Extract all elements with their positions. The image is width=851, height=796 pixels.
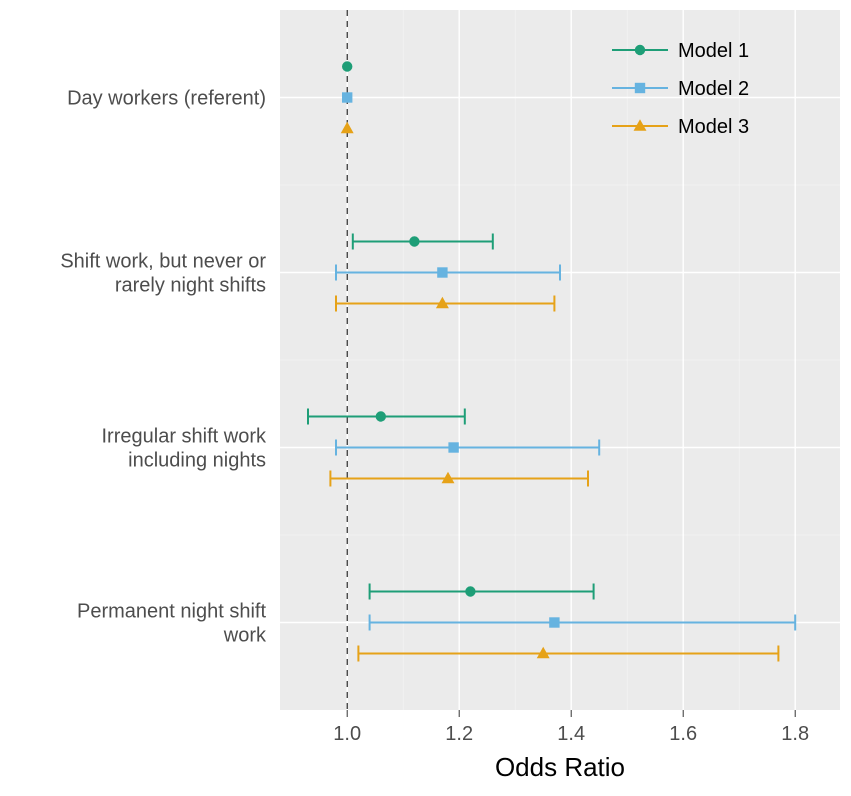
category-label: Permanent night shift — [77, 601, 266, 623]
x-axis-title: Odds Ratio — [495, 752, 625, 782]
x-tick-label: 1.0 — [333, 723, 361, 745]
category-label: rarely night shifts — [115, 275, 266, 297]
category-label: Shift work, but never or — [60, 251, 266, 273]
marker-circle — [376, 411, 386, 421]
marker-square — [549, 617, 559, 627]
x-tick-label: 1.4 — [557, 723, 585, 745]
category-label: Irregular shift work — [102, 426, 267, 448]
category-label: Day workers (referent) — [67, 88, 266, 110]
marker-square — [448, 442, 458, 452]
category-label: including nights — [128, 450, 266, 472]
marker-circle — [635, 45, 645, 55]
legend-label: Model 1 — [678, 40, 749, 62]
x-tick-label: 1.6 — [669, 723, 697, 745]
marker-square — [437, 267, 447, 277]
forest-plot: 1.0 1.2 1.4 1.6 1.8 Odds Ratio Day workers (re… — [0, 0, 851, 796]
marker-circle — [342, 61, 352, 71]
marker-circle — [409, 236, 419, 246]
marker-square — [635, 83, 645, 93]
legend-label: Model 3 — [678, 116, 749, 138]
marker-circle — [465, 586, 475, 596]
category-label: work — [223, 625, 267, 647]
legend-label: Model 2 — [678, 78, 749, 100]
x-tick-label: 1.8 — [781, 723, 809, 745]
x-tick-label: 1.2 — [445, 723, 473, 745]
marker-square — [342, 92, 352, 102]
